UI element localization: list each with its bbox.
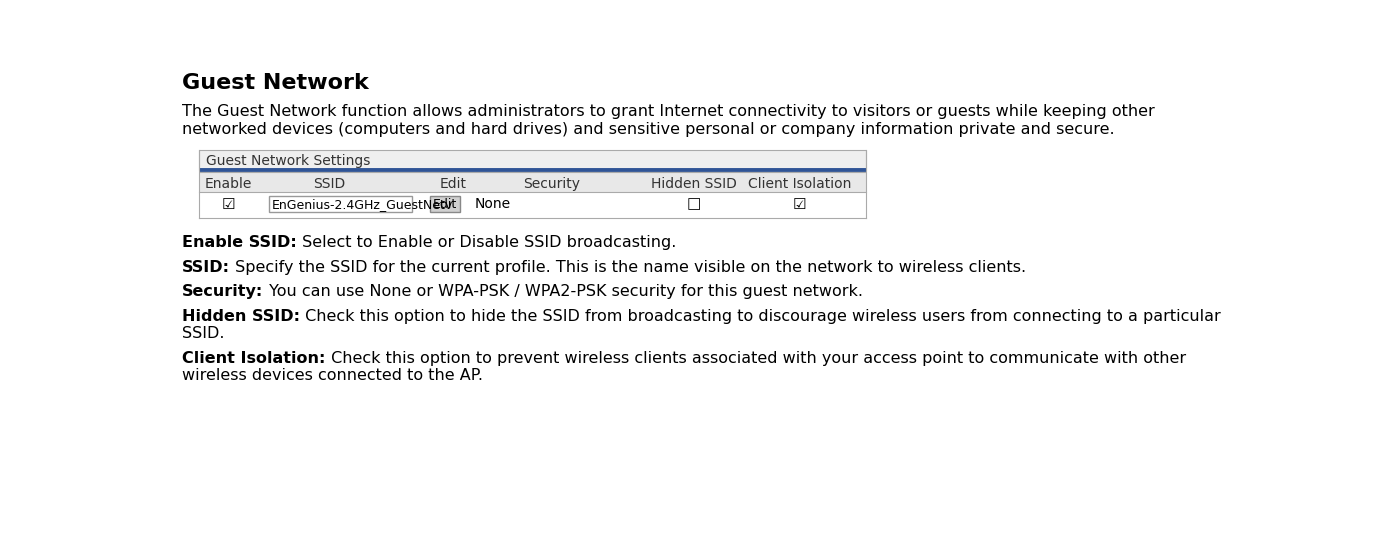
FancyBboxPatch shape (430, 196, 459, 212)
Text: Check this option to hide the SSID from broadcasting to discourage wireless user: Check this option to hide the SSID from … (300, 309, 1222, 324)
Text: Hidden SSID: Hidden SSID (651, 177, 737, 190)
Text: Select to Enable or Disable SSID broadcasting.: Select to Enable or Disable SSID broadca… (297, 235, 677, 250)
FancyBboxPatch shape (200, 192, 866, 218)
Text: SSID.: SSID. (183, 326, 225, 341)
Text: Enable SSID:: Enable SSID: (183, 235, 297, 250)
Text: Security:: Security: (183, 285, 264, 299)
Text: Check this option to prevent wireless clients associated with your access point : Check this option to prevent wireless cl… (325, 350, 1185, 365)
Text: EnGenius-2.4GHz_GuestNetv: EnGenius-2.4GHz_GuestNetv (272, 198, 454, 211)
Text: wireless devices connected to the AP.: wireless devices connected to the AP. (183, 368, 483, 383)
Text: SSID: SSID (313, 177, 346, 190)
Text: ☑: ☑ (222, 197, 236, 212)
Text: Edit: Edit (433, 198, 456, 211)
Text: SSID:: SSID: (183, 260, 230, 275)
Text: Edit: Edit (440, 177, 468, 190)
Text: You can use None or WPA-PSK / WPA2-PSK security for this guest network.: You can use None or WPA-PSK / WPA2-PSK s… (264, 285, 863, 299)
Text: Client Isolation: Client Isolation (748, 177, 852, 190)
Text: Security: Security (524, 177, 581, 190)
Text: None: None (475, 197, 511, 211)
FancyBboxPatch shape (200, 150, 866, 170)
Text: Guest Network Settings: Guest Network Settings (205, 154, 370, 168)
FancyBboxPatch shape (269, 196, 412, 212)
Text: Client Isolation:: Client Isolation: (183, 350, 325, 365)
Text: ☑: ☑ (793, 197, 807, 212)
Text: □: □ (687, 197, 701, 212)
Text: Guest Network: Guest Network (183, 73, 369, 93)
Text: Specify the SSID for the current profile. This is the name visible on the networ: Specify the SSID for the current profile… (230, 260, 1026, 275)
FancyBboxPatch shape (200, 172, 866, 192)
Text: The Guest Network function allows administrators to grant Internet connectivity : The Guest Network function allows admini… (183, 104, 1154, 119)
Text: networked devices (computers and hard drives) and sensitive personal or company : networked devices (computers and hard dr… (183, 123, 1115, 137)
Text: Enable: Enable (205, 177, 253, 190)
Text: Hidden SSID:: Hidden SSID: (183, 309, 300, 324)
